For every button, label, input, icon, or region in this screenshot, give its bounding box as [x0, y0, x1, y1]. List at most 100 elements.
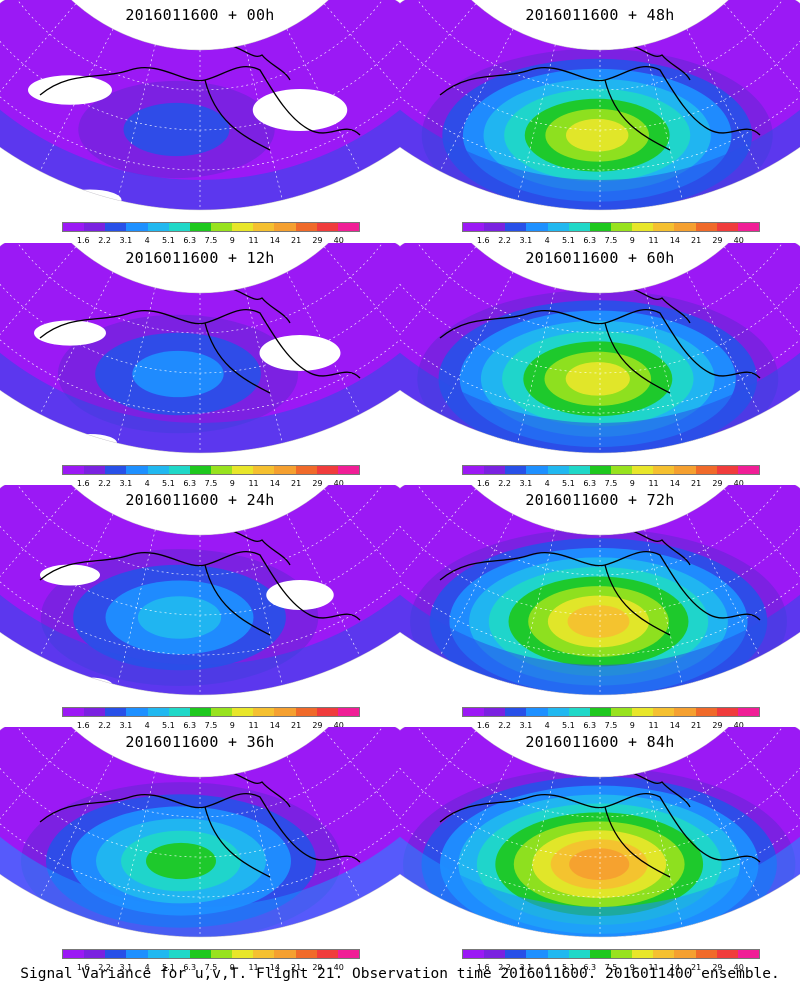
colorbar-swatch [147, 708, 169, 716]
colorbar-swatch [716, 950, 738, 958]
colorbar-swatch [589, 466, 611, 474]
longitude-line [0, 488, 77, 611]
longitude-line [723, 3, 800, 126]
colorbar-tick-label: 6.3 [583, 963, 597, 972]
masked-region [63, 434, 117, 452]
colorbar-tick-label: 40 [733, 963, 744, 972]
longitude-line [323, 488, 400, 611]
colorbar-tick-label: 14 [269, 479, 280, 488]
polar-stereographic-map [0, 243, 400, 454]
colorbar-swatch [168, 950, 190, 958]
latitude-line [400, 525, 800, 656]
colorbar-swatch [253, 950, 275, 958]
longitude-line [244, 529, 283, 686]
polar-stereographic-map [400, 0, 800, 211]
colorbar-swatch [695, 708, 717, 716]
colorbar-swatch [547, 950, 569, 958]
colorbar [462, 949, 760, 959]
colorbar-swatch [737, 708, 759, 716]
colorbar-tick-label: 4 [544, 479, 550, 488]
colorbar-tick-label: 5.1 [562, 236, 575, 245]
colorbar-swatch [674, 950, 696, 958]
colorbar-tick-label: 2.2 [98, 236, 111, 245]
colorbar-swatch [105, 708, 127, 716]
latitude-line [400, 259, 800, 374]
colorbar-tick-label: 2.2 [98, 963, 111, 972]
variance-contour [565, 361, 630, 396]
panel-title: 2016011600 + 72h [525, 491, 675, 509]
colorbar-swatch [484, 223, 506, 231]
polar-stereographic-map [400, 485, 800, 696]
colorbar-swatch [484, 708, 506, 716]
colorbar-swatch [189, 223, 211, 231]
polar-stereographic-map [0, 485, 400, 696]
colorbar [462, 707, 760, 717]
colorbar-tick-label: 4 [544, 963, 550, 972]
colorbar [462, 465, 760, 475]
colorbar-swatch [295, 466, 317, 474]
colorbar-tick-label: 3.1 [119, 479, 133, 488]
colorbar-tick-label: 40 [733, 236, 744, 245]
colorbar-swatch [232, 466, 254, 474]
latitude-line [0, 525, 400, 656]
colorbar-tick-label: 9 [629, 479, 635, 488]
coastline [439, 529, 761, 636]
colorbar-tick-label: 5.1 [162, 236, 175, 245]
colorbar-swatch [337, 708, 359, 716]
colorbar-tick-label: 29 [712, 479, 723, 488]
colorbar-swatch [232, 950, 254, 958]
southern-band [0, 289, 400, 453]
colorbar-tick-label: 40 [333, 963, 344, 972]
latitude-line [0, 40, 400, 171]
colorbar-tick-label: 1.6 [476, 236, 490, 245]
variance-contour [567, 605, 630, 638]
colorbar [62, 949, 360, 959]
map-panel-72h: 2016011600 + 72h 1.6 2.2 3.1 4 5.1 6.3 7.5 9 11 14… [400, 485, 800, 730]
map-panel-24h: 2016011600 + 24h 1.6 2.2 3.1 4 5.1 6.3 7.5 9 11 14… [0, 485, 400, 730]
colorbar-swatch [632, 223, 654, 231]
colorbar-tick-label: 11 [648, 236, 659, 245]
polar-stereographic-map [400, 243, 800, 454]
colorbar-tick-label: 21 [691, 479, 702, 488]
colorbar-tick-label: 9 [229, 479, 235, 488]
colorbar-tick-label: 40 [333, 721, 344, 730]
colorbar-swatch [84, 466, 106, 474]
variance-contour [569, 848, 630, 881]
longitude-line [400, 3, 477, 126]
colorbar-tick-label: 4 [144, 721, 150, 730]
colorbar-swatch [253, 223, 275, 231]
longitude-line [723, 246, 800, 369]
colorbar-tick-label: 40 [333, 236, 344, 245]
colorbar-swatch [316, 950, 338, 958]
colorbar-swatch [63, 466, 85, 474]
longitude-line [0, 730, 77, 853]
map-panel-00h: 2016011600 + 00h 1.6 2.2 3.1 4 5.1 6.3 7.5 9 11 14… [0, 0, 400, 245]
latitude-line [0, 259, 400, 374]
colorbar-tick-label: 6.3 [583, 479, 597, 488]
longitude-line [400, 730, 477, 853]
colorbar-swatch [484, 950, 506, 958]
colorbar-tick-label: 21 [691, 721, 702, 730]
colorbar-swatch [526, 466, 548, 474]
colorbar-tick-label: 1.6 [76, 721, 90, 730]
colorbar-swatch [674, 466, 696, 474]
colorbar-tick-label: 7.5 [604, 479, 618, 488]
panel-title: 2016011600 + 60h [525, 249, 675, 267]
colorbar-swatch [274, 708, 296, 716]
colorbar-swatch [210, 466, 233, 474]
colorbar-swatch [547, 466, 569, 474]
colorbar-labels: 1.6 2.2 3.1 4 5.1 6.3 7.5 9 11 14 21 29 40 [40, 721, 370, 731]
map-boundary [400, 243, 800, 454]
map-boundary [0, 727, 400, 938]
colorbar-tick-label: 2.2 [498, 721, 511, 730]
colorbar-tick-label: 21 [291, 236, 302, 245]
longitude-line [39, 271, 114, 415]
southern-band [0, 773, 400, 937]
polar-stereographic-map [0, 0, 400, 211]
colorbar-tick-label: 14 [269, 721, 280, 730]
colorbar-swatch [84, 708, 106, 716]
colorbar-swatch [610, 708, 633, 716]
colorbar-swatch [126, 708, 148, 716]
colorbar-tick-label: 11 [248, 479, 259, 488]
longitude-line [117, 529, 156, 686]
